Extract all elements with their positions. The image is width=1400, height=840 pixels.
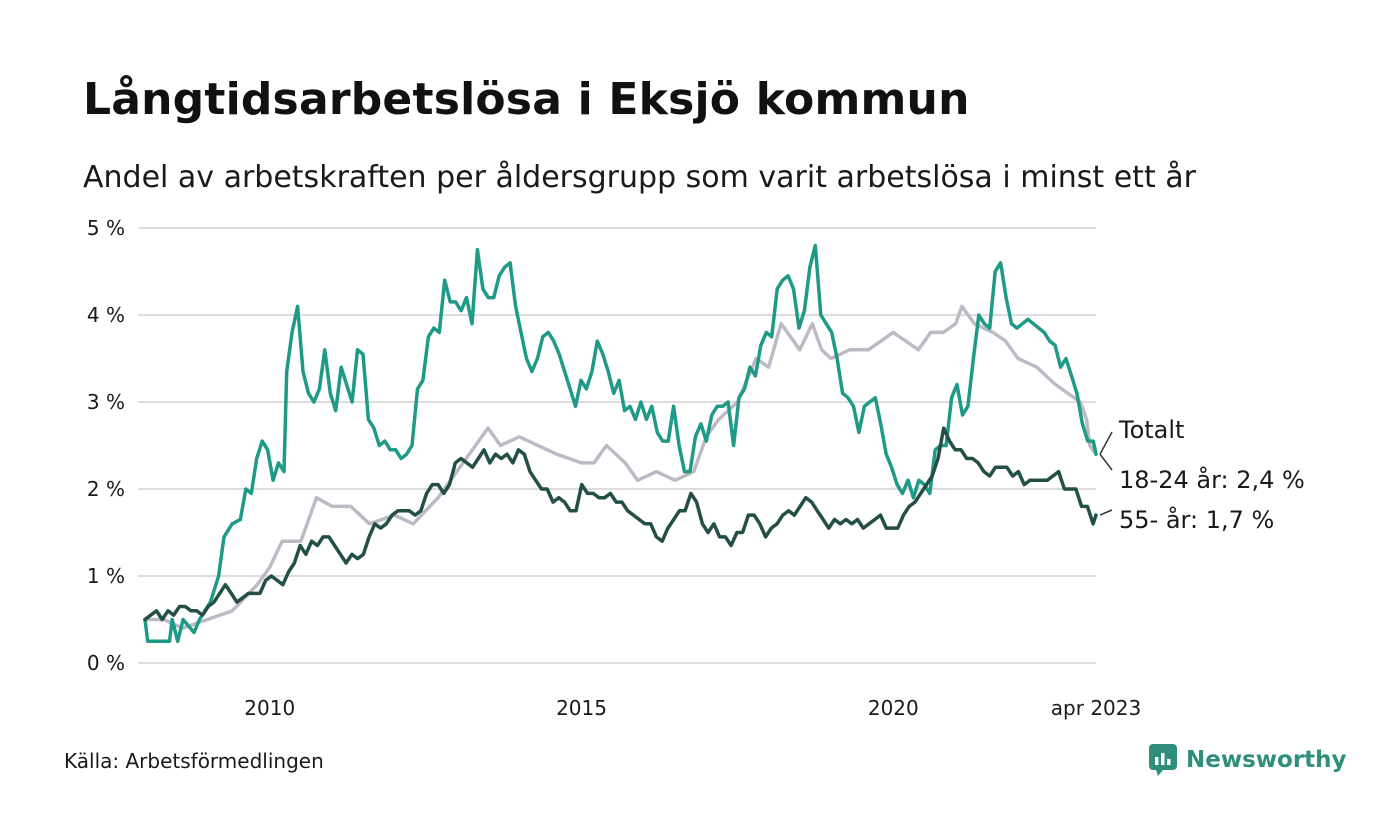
brand-name: Newsworthy bbox=[1186, 747, 1347, 773]
end-label-age_18_24: 18-24 år: 2,4 % bbox=[1119, 465, 1305, 494]
y-tick-label: 0 % bbox=[87, 651, 125, 675]
y-tick-label: 3 % bbox=[87, 390, 125, 414]
end-label-age_55: 55- år: 1,7 % bbox=[1119, 505, 1274, 534]
series-line-age_55 bbox=[143, 426, 1098, 622]
x-tick-label: 2015 bbox=[556, 696, 607, 720]
brand-logo[interactable]: Newsworthy bbox=[1148, 743, 1347, 777]
series-lines bbox=[143, 243, 1098, 644]
y-tick-label: 5 % bbox=[87, 216, 125, 240]
x-tick-label: 2020 bbox=[868, 696, 919, 720]
chart-title: Långtidsarbetslösa i Eksjö kommun bbox=[83, 74, 970, 125]
leader-line-total bbox=[1099, 431, 1113, 455]
y-tick-label: 2 % bbox=[87, 477, 125, 501]
series-line-total bbox=[143, 304, 1098, 630]
x-tick-label: apr 2023 bbox=[1051, 696, 1141, 720]
chart-subtitle: Andel av arbetskraften per åldersgrupp s… bbox=[83, 160, 1196, 195]
line-chart: 0 %1 %2 %3 %4 %5 % 2010 2015 2020 apr 2023 … bbox=[87, 216, 1305, 720]
y-axis: 0 % 1 % 2 % 3 % 4 % 5 % bbox=[87, 216, 125, 675]
y-tick-label: 1 % bbox=[87, 564, 125, 588]
y-tick-label: 4 % bbox=[87, 303, 125, 327]
x-axis: 2010 2015 2020 apr 2023 bbox=[244, 696, 1141, 720]
series-line-age_18_24 bbox=[143, 243, 1098, 644]
leader-line-age_18_24 bbox=[1099, 453, 1113, 471]
end-labels: Totalt 18-24 år: 2,4 % 55- år: 1,7 % bbox=[1099, 416, 1305, 534]
newsworthy-logo-icon bbox=[1149, 744, 1177, 776]
end-label-total: Totalt bbox=[1118, 416, 1184, 444]
x-tick-label: 2010 bbox=[244, 696, 295, 720]
leader-line-age_55 bbox=[1099, 509, 1113, 516]
source-note: Källa: Arbetsförmedlingen bbox=[64, 749, 324, 773]
